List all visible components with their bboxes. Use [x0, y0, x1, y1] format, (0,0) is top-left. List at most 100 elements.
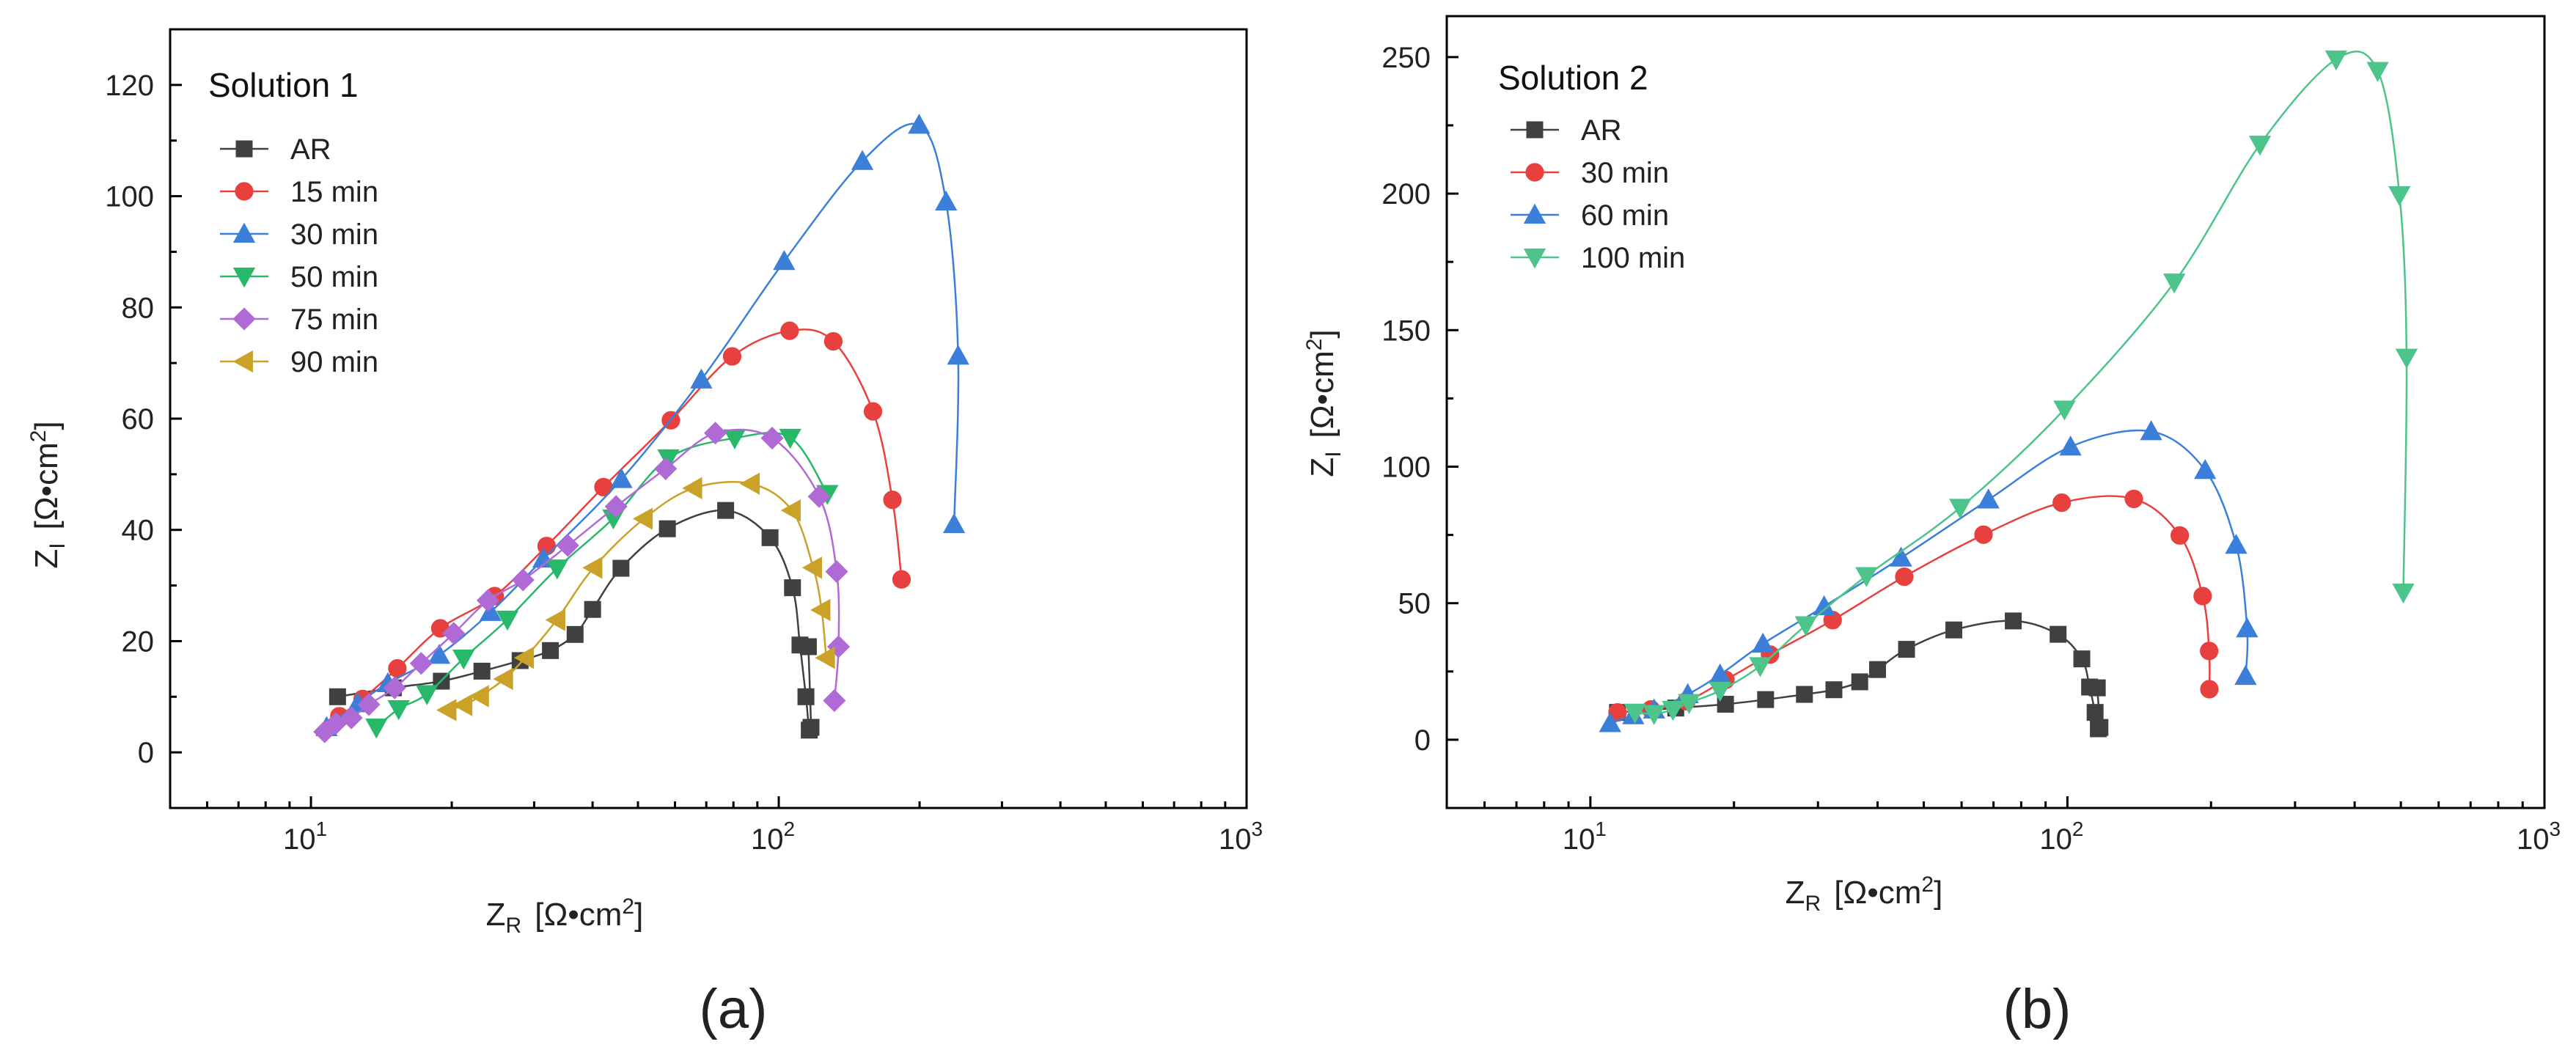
panel-b-legend-item-0: AR: [1511, 114, 1622, 147]
panel-b-series-30-min-marker-12: [2200, 642, 2219, 661]
panel-a-series-ar-marker-8: [612, 559, 630, 577]
panel-a-series-75-min-marker-5: [409, 652, 433, 675]
panel-b-series-ar-marker-2: [1717, 695, 1734, 713]
panel-b-series-30-min-marker-8: [2052, 493, 2072, 513]
panel-b: 0 50 100 150 200 250 101 102 103 ZI[Ω•cm2] ZR [Ω•…: [1302, 15, 2561, 1040]
panel-a-legend-label-2: 30 min: [290, 218, 378, 251]
panel-a-series-90-min-marker-9: [739, 472, 760, 495]
panel-a-series-50-min-marker-1: [387, 700, 410, 721]
panel-a-series-75-min-marker-3: [357, 693, 381, 716]
panel-a-series-90-min-marker-13: [815, 647, 835, 669]
panel-a-series-ar-marker-10: [717, 502, 735, 519]
panel-a-legend-item-0: AR: [220, 133, 331, 166]
panel-b-series-ar-marker-5: [1825, 681, 1843, 699]
panel-a-label: (a): [700, 978, 768, 1040]
panel-b-series-100-min-marker-0: [1623, 703, 1646, 724]
panel-a-series-30-min-line: [326, 122, 960, 729]
panel-a-series-90-min-marker-12: [810, 598, 831, 622]
panel-a-series-ar-marker-12: [784, 579, 801, 597]
panel-a-series-ar-marker-6: [566, 625, 584, 643]
panel-b-series-60-min-marker-8: [1977, 488, 2000, 509]
panel-a-series-30-min-marker-9: [851, 150, 874, 170]
panel-a-legend-item-4: 75 min: [220, 304, 378, 336]
panel-a-xtick-label-1: 102: [751, 818, 795, 856]
panel-a-ytick-label-5: 100: [105, 181, 154, 213]
panel-b-series-30-min-marker-6: [1895, 567, 1914, 587]
panel-b-series-60-min: [1599, 420, 2258, 732]
panel-a-series-75-min-marker-2: [340, 706, 363, 730]
panel-b-series-60-min-marker-12: [2225, 534, 2247, 554]
panel-b-series-100-min-marker-15: [2395, 348, 2418, 369]
panel-a-series-75-min-marker-12: [704, 422, 727, 445]
panel-a-series-75-min-marker-6: [442, 622, 466, 645]
panel-a-legend-swatch-0-marker-0: [235, 140, 253, 158]
panel-b-ytick-label-2: 100: [1381, 451, 1431, 483]
panel-b-series-100-min: [1623, 50, 2418, 725]
panel-b-legend-swatch-2-marker-0: [1523, 203, 1546, 224]
panel-b-legend: AR 30 min 60 min 100 min: [1511, 114, 1685, 274]
panel-b-series-30-min-marker-9: [2124, 489, 2143, 509]
panel-b-legend-item-2: 60 min: [1511, 199, 1669, 232]
panel-b-series-ar-marker-11: [2050, 625, 2067, 643]
panel-b-series-100-min-marker-3: [1678, 694, 1700, 714]
panel-b-legend-item-1: 30 min: [1511, 157, 1669, 189]
panel-b-series-ar-marker-16: [2091, 719, 2109, 736]
panel-a-ytick-label-4: 80: [122, 292, 155, 324]
panel-b-series-60-min-marker-10: [2140, 420, 2162, 441]
panel-b-series-ar-marker-6: [1851, 673, 1868, 691]
panel-b-series-ar-marker-12: [2073, 650, 2091, 668]
panel-a-series-50-min-marker-2: [416, 685, 438, 705]
panel-b-legend-label-1: 30 min: [1581, 157, 1669, 189]
panel-a-series-ar-marker-9: [658, 520, 676, 537]
panel-b-series-ar-marker-9: [1945, 621, 1963, 639]
panel-a-series-ar-marker-11: [761, 529, 779, 546]
panel-b-series-100-min-marker-4: [1709, 681, 1731, 702]
panel-a-series-90-min-marker-0: [436, 699, 457, 721]
panel-a-series-15-min-marker-9: [780, 321, 799, 340]
panel-b-series-ar: [1609, 612, 2109, 738]
panel-a-legend-swatch-5-marker-0: [232, 350, 253, 373]
panel-a-axes: 0 20 40 60 80 100 120 101 102 103: [105, 28, 1263, 856]
panel-a-series-75-min-marker-9: [556, 534, 579, 557]
panel-b-frame: [1445, 15, 2546, 809]
panel-b-legend-title: Solution 2: [1498, 59, 1648, 97]
panel-a-series-90-min: [436, 472, 835, 721]
panel-a-series-90-min-marker-5: [545, 609, 565, 631]
panel-a-series-ar-marker-3: [473, 662, 491, 680]
panel-a-series-50-min-marker-3: [452, 650, 475, 670]
panel-b-series-100-min-marker-9: [2053, 400, 2076, 421]
panel-a-series-90-min-marker-7: [632, 507, 653, 530]
panel-b-series-ar-marker-8: [1898, 641, 1915, 658]
panel-a-series-ar-marker-0: [329, 688, 346, 705]
panel-b-series-100-min-marker-6: [1794, 616, 1817, 636]
panel-a-series-75-min-marker-8: [511, 568, 535, 592]
panel-a-series-15-min-marker-12: [883, 491, 902, 510]
panel-a-series-90-min-marker-4: [513, 647, 535, 669]
panel-a-xlabel: ZR [Ω•cm2]: [486, 894, 644, 938]
panel-a-series-30-min: [315, 114, 969, 736]
panel-a-xtick-label-2: 103: [1219, 818, 1263, 856]
panel-a-series-ar-marker-17: [799, 638, 817, 655]
panel-a-ytick-label-1: 20: [122, 625, 155, 658]
panel-a-series-30-min-marker-3: [428, 644, 451, 664]
panel-b-series-60-min-marker-5: [1752, 632, 1775, 653]
panel-a-ytick-label-0: 0: [138, 737, 154, 769]
panel-a-series-30-min-marker-11: [934, 190, 958, 211]
panel-b-legend-label-3: 100 min: [1581, 242, 1685, 274]
panel-b-legend-item-3: 100 min: [1511, 242, 1685, 274]
panel-b-series-100-min-marker-10: [2163, 273, 2186, 294]
panel-b-series-100-min-marker-1: [1643, 705, 1665, 725]
panel-a-legend-label-4: 75 min: [290, 304, 378, 336]
panel-a-series-ar-marker-14: [797, 688, 815, 705]
panel-b-legend-swatch-3-marker-0: [1523, 249, 1546, 269]
panel-b-xlabel: ZR [Ω•cm2]: [1786, 872, 1943, 916]
panel-a-series-30-min-marker-6: [610, 468, 633, 488]
panel-a-legend-item-3: 50 min: [220, 261, 378, 293]
panel-b-ytick-label-3: 150: [1381, 315, 1431, 347]
panel-b-series-ar-marker-4: [1796, 686, 1813, 703]
panel-a-series-75-min-marker-15: [825, 560, 848, 584]
panel-b-series-60-min-marker-0: [1599, 712, 1621, 732]
panel-a-series-30-min-marker-12: [947, 344, 969, 365]
panel-a: 0 20 40 60 80 100 120 101 102 103 ZI[Ω•cm2] ZR [Ω•…: [26, 28, 1263, 1040]
